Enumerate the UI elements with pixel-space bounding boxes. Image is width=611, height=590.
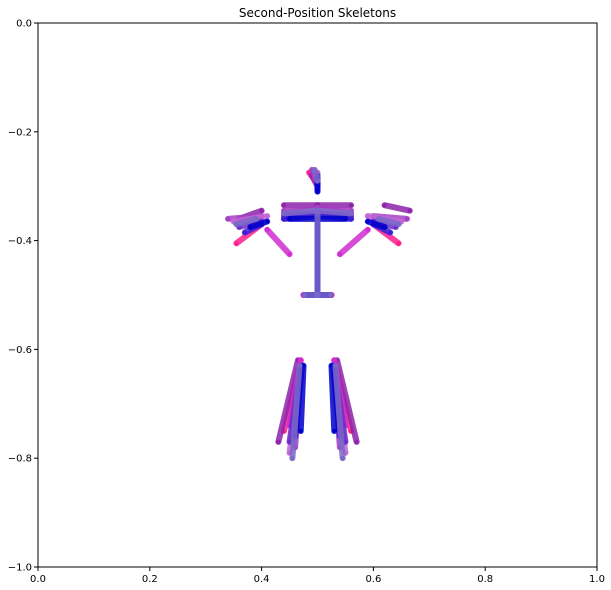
skeleton-bone bbox=[247, 218, 271, 230]
skeleton-joint bbox=[264, 219, 270, 224]
skeleton-joint bbox=[348, 211, 354, 216]
x-tick-label: 0.8 bbox=[477, 574, 493, 585]
skeleton-joint bbox=[315, 208, 320, 213]
skeleton-joint bbox=[365, 227, 371, 232]
skeleton-joint bbox=[382, 224, 387, 230]
skeleton-bone bbox=[314, 207, 355, 217]
skeleton-joint bbox=[234, 241, 239, 246]
chart-title: Second-Position Skeletons bbox=[239, 6, 396, 20]
skeleton-joint bbox=[328, 292, 333, 298]
skeleton-joint bbox=[332, 358, 337, 363]
skeleton-joint bbox=[407, 208, 412, 213]
skeleton-joint bbox=[253, 216, 259, 222]
skeleton-joint bbox=[259, 208, 264, 213]
skeleton-joint bbox=[315, 189, 320, 194]
skeleton-joint bbox=[298, 358, 303, 363]
y-tick-label: 0.0 bbox=[16, 19, 32, 30]
skeleton-joint bbox=[297, 363, 302, 368]
skeleton-joint bbox=[290, 456, 295, 461]
x-tick-label: 0.6 bbox=[365, 574, 381, 585]
skeleton-bone bbox=[336, 226, 371, 258]
skeleton-bone bbox=[280, 207, 321, 217]
skeleton-joint bbox=[354, 439, 359, 445]
skeleton-joint bbox=[337, 252, 343, 257]
skeleton-joint bbox=[340, 456, 345, 461]
skeleton-joint bbox=[315, 178, 320, 183]
skeleton-joint bbox=[396, 222, 401, 227]
axes-frame bbox=[37, 22, 598, 568]
skeleton-joint bbox=[281, 211, 287, 216]
skeleton-bone bbox=[297, 362, 307, 434]
skeleton-joint bbox=[365, 213, 371, 219]
skeleton-joint bbox=[234, 222, 239, 227]
x-tick-label: 0.4 bbox=[254, 574, 270, 585]
skeleton-joint bbox=[365, 219, 371, 224]
skeleton-joint bbox=[264, 213, 270, 219]
skeleton-bone bbox=[381, 202, 413, 214]
skeleton-joint bbox=[242, 230, 248, 235]
skeleton-bone bbox=[289, 362, 303, 462]
skeleton-bone bbox=[264, 226, 293, 258]
skeleton-joint bbox=[264, 227, 270, 232]
skeleton-bone bbox=[375, 215, 402, 228]
skeleton-bone bbox=[332, 362, 346, 462]
skeleton-joint bbox=[298, 428, 303, 434]
skeleton-joint bbox=[287, 252, 292, 257]
skeleton-bone bbox=[364, 218, 388, 230]
y-tick-label: −1.0 bbox=[8, 563, 32, 574]
skeleton-joint bbox=[348, 203, 354, 208]
y-tick-label: −0.2 bbox=[8, 127, 32, 138]
y-tick-label: −0.8 bbox=[8, 454, 32, 465]
skeleton-joint bbox=[312, 167, 317, 173]
x-tick-label: 0.0 bbox=[30, 574, 46, 585]
skeleton-joint bbox=[376, 216, 382, 222]
skeleton-joint bbox=[225, 216, 231, 222]
skeleton-bone bbox=[233, 215, 260, 228]
skeleton-joint bbox=[332, 428, 337, 434]
skeleton-joint bbox=[248, 224, 253, 230]
skeleton-joint bbox=[287, 216, 292, 222]
plot-layer bbox=[225, 166, 413, 462]
skeleton-joint bbox=[302, 292, 307, 298]
skeleton-bone bbox=[334, 357, 360, 445]
skeleton-joint bbox=[315, 292, 320, 298]
skeleton-bone bbox=[275, 357, 301, 445]
y-tick-label: −0.4 bbox=[8, 236, 32, 247]
skeleton-joint bbox=[343, 216, 348, 222]
skeleton-joint bbox=[396, 241, 401, 246]
skeleton-series bbox=[233, 166, 402, 462]
x-tick-label: 1.0 bbox=[589, 574, 605, 585]
skeleton-joint bbox=[382, 203, 387, 208]
skeleton-joint bbox=[387, 230, 393, 235]
skeleton-bone bbox=[328, 362, 338, 434]
skeleton-joint bbox=[348, 216, 354, 222]
skeleton-joint bbox=[333, 363, 338, 368]
skeleton-joint bbox=[276, 439, 281, 445]
x-tick-label: 0.2 bbox=[142, 574, 158, 585]
y-tick-label: −0.6 bbox=[8, 345, 32, 356]
skeleton-joint bbox=[281, 216, 287, 222]
skeleton-joint bbox=[404, 216, 410, 222]
tick-layer: 0.0 0.2 0.4 0.6 0.8 1.0 0.0 −0.2 −0.4 −0.6 −0.8 −1.… bbox=[8, 19, 605, 586]
skeleton-joint bbox=[281, 203, 287, 208]
